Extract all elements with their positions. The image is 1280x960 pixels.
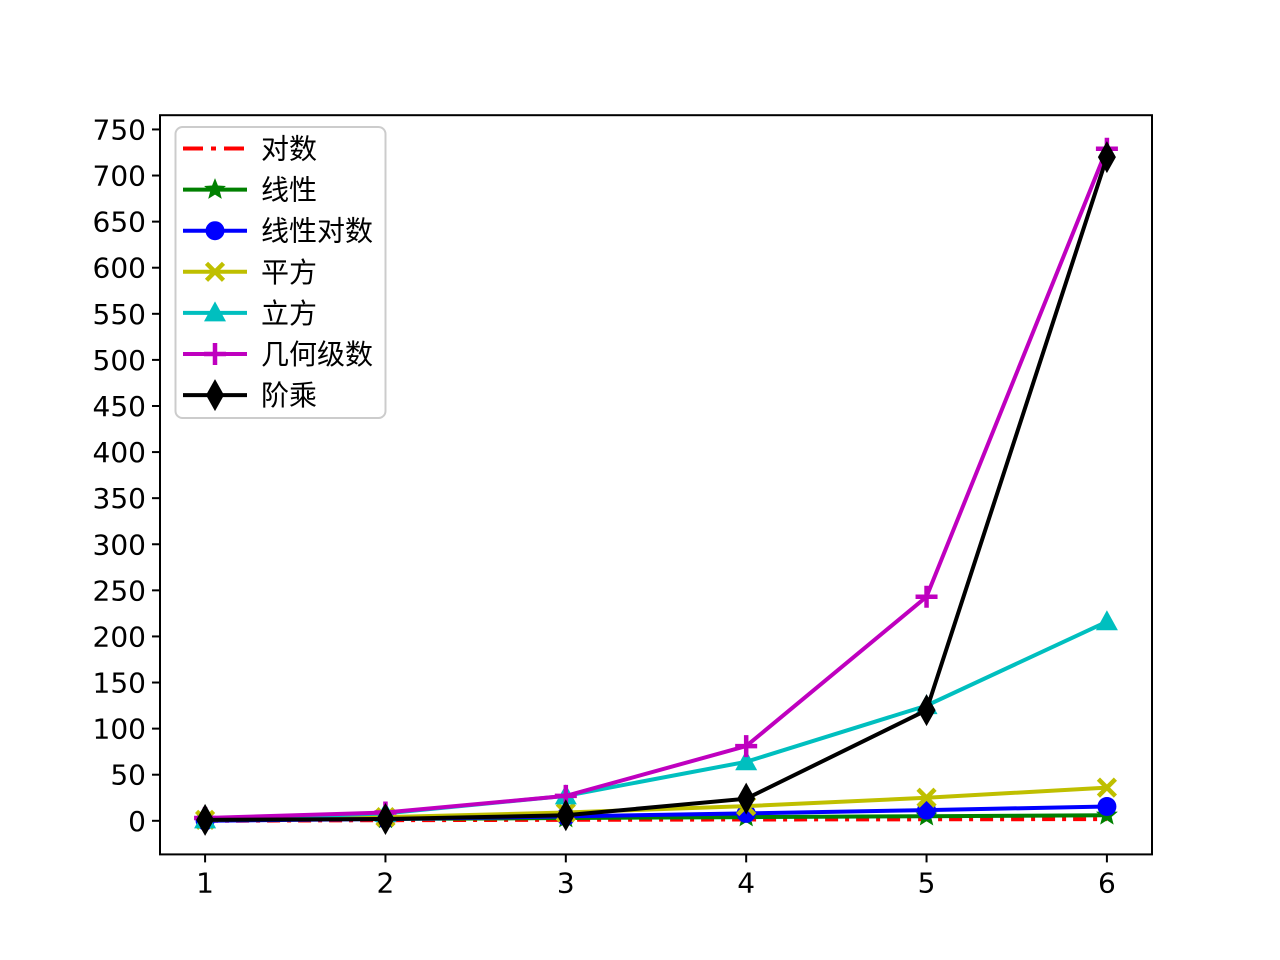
- series-marker-factorial: [376, 802, 395, 835]
- series-line-geometric: [205, 148, 1109, 820]
- series-marker-cube: [735, 750, 758, 771]
- series-marker-factorial: [737, 782, 756, 815]
- legend-entry-cube: 立方: [183, 297, 317, 330]
- series-marker-geometric: [735, 735, 758, 758]
- series-marker-square: [916, 787, 937, 808]
- legend-marker-linear: [204, 178, 226, 199]
- legend-entry-geometric: 几何级数: [183, 338, 373, 371]
- y-tick-label: 100: [93, 713, 146, 746]
- legend-entry-square: 平方: [183, 256, 317, 289]
- y-tick-label: 350: [93, 482, 146, 515]
- legend-label: 几何级数: [261, 338, 373, 371]
- x-tick-label: 1: [196, 866, 214, 899]
- legend-marker-cube: [204, 301, 226, 322]
- legend-entry-factorial: 阶乘: [183, 379, 317, 412]
- series-line-log: [205, 817, 1107, 823]
- x-tick-label: 5: [918, 866, 936, 899]
- legend-label: 线性: [261, 174, 317, 207]
- y-tick-label: 450: [93, 390, 146, 423]
- series-marker-square: [1096, 777, 1118, 798]
- legend-label: 立方: [261, 297, 317, 330]
- series-marker-factorial: [917, 694, 936, 727]
- y-tick-label: 250: [93, 574, 146, 607]
- y-tick-label: 600: [93, 252, 146, 285]
- series-marker-linearithmic: [1097, 797, 1117, 817]
- y-tick-label: 750: [93, 113, 146, 146]
- x-tick-label: 3: [557, 866, 575, 899]
- y-tick-label: 0: [128, 805, 146, 838]
- x-tick-label: 6: [1098, 866, 1116, 899]
- legend-marker-square: [204, 261, 226, 282]
- y-tick-label: 700: [93, 160, 146, 193]
- legend-entry-linearithmic: 线性对数: [183, 215, 373, 248]
- legend-box: [174, 126, 387, 419]
- legend-label: 线性对数: [261, 215, 373, 248]
- series-marker-geometric: [915, 585, 938, 608]
- legend-label: 阶乘: [261, 379, 317, 412]
- series-marker-factorial: [196, 803, 215, 836]
- x-tick-label: 4: [737, 866, 755, 899]
- legend-label: 对数: [261, 133, 317, 166]
- legend-entry-linear: 线性: [183, 174, 317, 207]
- legend-label: 平方: [261, 256, 317, 289]
- plot-frame: [159, 114, 1153, 856]
- series-marker-factorial: [1097, 141, 1116, 174]
- y-tick-label: 500: [93, 344, 146, 377]
- y-tick-label: 200: [93, 620, 146, 653]
- legend-marker-linearithmic: [205, 221, 225, 241]
- x-tick-label: 2: [377, 866, 395, 899]
- y-tick-label: 550: [93, 298, 146, 331]
- legend-marker-factorial: [206, 379, 224, 412]
- y-tick-label: 300: [93, 528, 146, 561]
- y-tick-label: 50: [110, 759, 146, 792]
- y-tick-label: 650: [93, 206, 146, 239]
- y-tick-label: 150: [93, 667, 146, 700]
- legend-entry-log: 对数: [183, 133, 317, 166]
- series-line-factorial: [205, 156, 1109, 822]
- y-tick-label: 400: [93, 436, 146, 469]
- series-marker-cube: [1095, 610, 1118, 631]
- series-marker-factorial: [556, 799, 575, 832]
- legend-marker-geometric: [204, 343, 226, 365]
